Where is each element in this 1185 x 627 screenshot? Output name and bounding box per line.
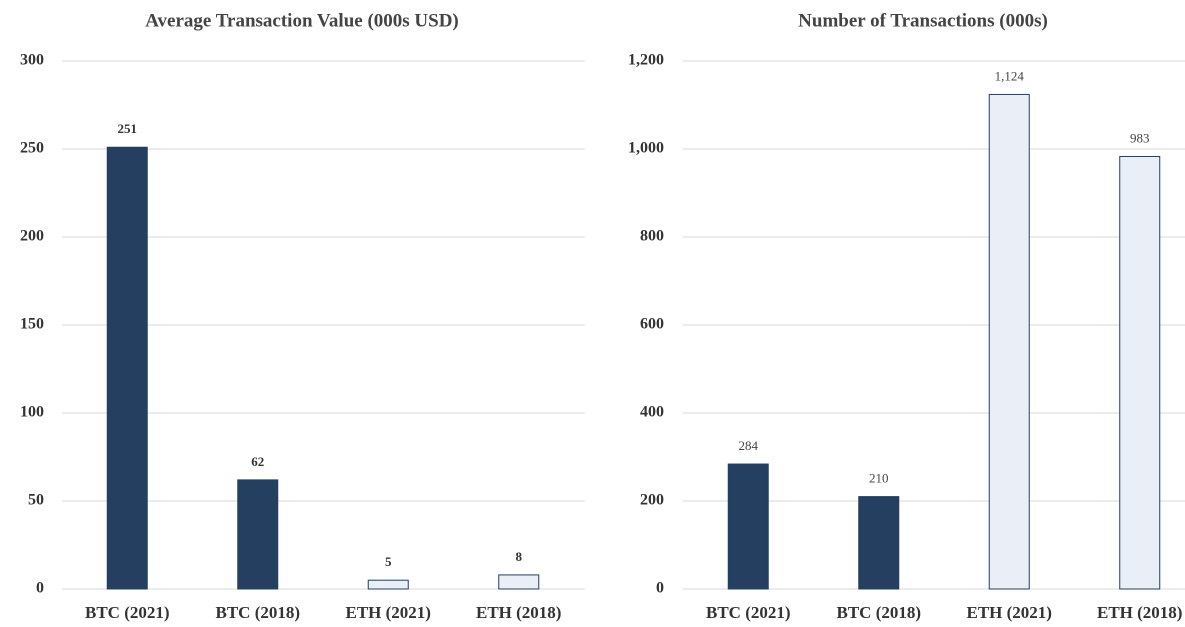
y-tick-label: 1,200 [628, 52, 664, 69]
value-label: 983 [1130, 130, 1150, 145]
y-tick-label: 150 [20, 316, 44, 333]
y-tick-label: 200 [20, 228, 44, 245]
y-tick-label: 1,000 [628, 140, 664, 157]
value-label: 62 [251, 454, 264, 469]
y-tick-label: 100 [20, 404, 44, 421]
x-tick-label: BTC (2021) [706, 603, 791, 622]
chart-title: Average Transaction Value (000s USD) [145, 10, 459, 31]
y-tick-label: 0 [656, 580, 664, 597]
y-tick-label: 400 [640, 404, 664, 421]
y-tick-label: 600 [640, 316, 664, 333]
bar [106, 146, 148, 590]
bar [237, 479, 279, 590]
x-tick-label: ETH (2018) [476, 603, 561, 622]
value-label: 1,124 [995, 68, 1025, 83]
y-tick-label: 250 [20, 140, 44, 157]
y-tick-label: 800 [640, 228, 664, 245]
bar [1119, 155, 1161, 590]
value-label: 5 [385, 554, 392, 569]
y-tick-label: 300 [20, 52, 44, 69]
chart-title: Number of Transactions (000s) [798, 10, 1048, 31]
x-tick-label: BTC (2018) [215, 603, 300, 622]
value-label: 210 [869, 471, 889, 486]
y-tick-label: 0 [36, 580, 44, 597]
bar [367, 579, 409, 590]
value-label: 284 [739, 438, 759, 453]
x-tick-label: BTC (2018) [836, 603, 921, 622]
y-tick-label: 50 [28, 492, 44, 509]
x-tick-label: ETH (2018) [1097, 603, 1182, 622]
value-label: 8 [516, 549, 523, 564]
value-label: 251 [118, 121, 138, 136]
bar [727, 463, 769, 590]
bar [498, 574, 540, 590]
y-tick-label: 200 [640, 492, 664, 509]
bar [988, 93, 1030, 590]
x-tick-label: ETH (2021) [346, 603, 431, 622]
x-tick-label: ETH (2021) [967, 603, 1052, 622]
bar [858, 496, 900, 590]
x-tick-label: BTC (2021) [85, 603, 170, 622]
